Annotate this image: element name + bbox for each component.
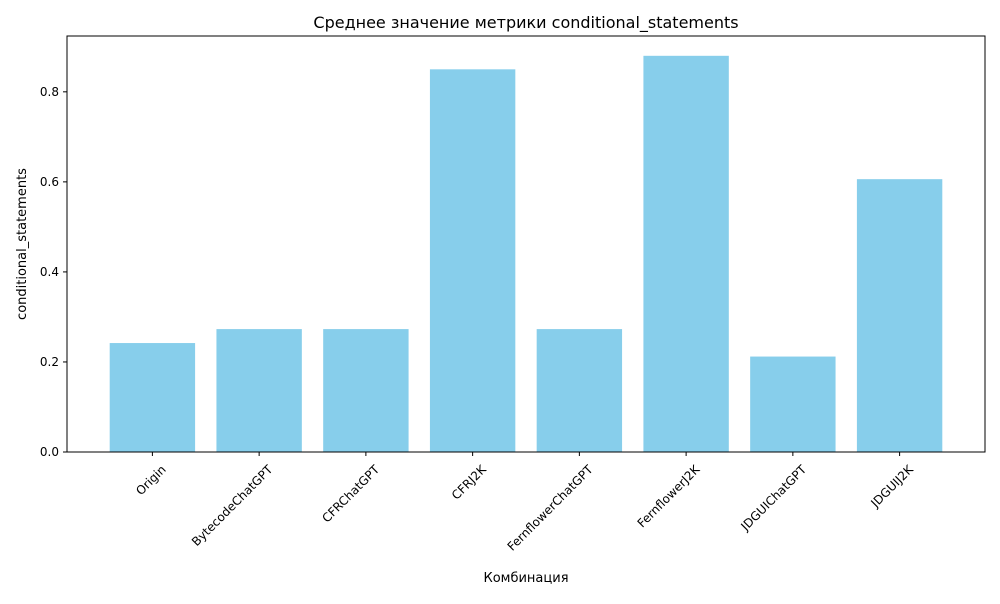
- y-tick-label: 0.4: [40, 265, 59, 279]
- y-tick-label: 0.8: [40, 85, 59, 99]
- x-tick-label: Origin: [133, 462, 169, 498]
- bar-JDGUIJ2K: [856, 179, 943, 453]
- plot-frame: [66, 35, 986, 453]
- y-axis: 0.0 0.2 0.4 0.6 0.8: [40, 85, 67, 459]
- x-tick-label: JDGUIJ2K: [868, 462, 917, 511]
- x-tick-label: JDGUIChatGPT: [738, 462, 810, 534]
- bar-CFRJ2K: [429, 69, 516, 453]
- x-tick-label: BytecodeChatGPT: [189, 462, 276, 549]
- x-axis-label: Комбинация: [483, 571, 568, 586]
- bars-group: [109, 55, 943, 453]
- y-tick-label: 0.0: [40, 445, 59, 459]
- bar-FernflowerJ2K: [643, 55, 729, 453]
- x-tick-label: FernflowerJ2K: [635, 462, 704, 531]
- bar-CFRChatGPT: [323, 329, 409, 452]
- bar-FernflowerChatGPT: [536, 329, 623, 452]
- y-tick-label: 0.2: [40, 355, 59, 369]
- bar-Origin: [109, 343, 196, 452]
- x-tick-label: FernflowerChatGPT: [505, 462, 597, 554]
- chart-title: Среднее значение метрики conditional_sta…: [313, 13, 738, 33]
- y-tick-label: 0.6: [40, 175, 59, 189]
- y-axis-label: conditional_statements: [15, 168, 30, 320]
- x-tick-label: CFRChatGPT: [319, 462, 382, 525]
- x-axis: Origin BytecodeChatGPT CFRChatGPT CFRJ2K Fer…: [133, 452, 917, 554]
- x-tick-label: CFRJ2K: [449, 462, 490, 503]
- bar-BytecodeChatGPT: [216, 329, 302, 452]
- bar-JDGUIChatGPT: [750, 356, 836, 452]
